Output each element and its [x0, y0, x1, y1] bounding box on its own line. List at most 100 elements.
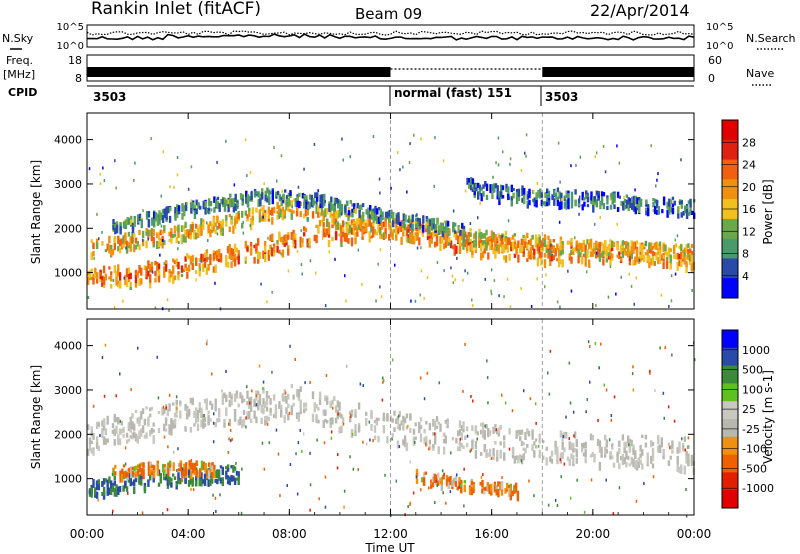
heatmap-cell	[395, 227, 398, 235]
heatmap-cell	[268, 198, 271, 205]
heatmap-cell	[432, 419, 435, 427]
heatmap-cell	[538, 433, 541, 439]
heatmap-cell	[114, 223, 117, 228]
heatmap-cell	[379, 285, 381, 289]
heatmap-cell	[635, 276, 637, 280]
heatmap-cell	[112, 470, 115, 477]
heatmap-cell	[343, 489, 346, 493]
heatmap-cell	[357, 224, 361, 230]
heatmap-cell	[357, 217, 361, 223]
heatmap-cell	[266, 187, 269, 194]
heatmap-cell	[334, 217, 338, 223]
heatmap-cell	[460, 242, 463, 247]
heatmap-cell	[582, 452, 586, 457]
sky-noise-trace	[86, 33, 695, 41]
heatmap-cell	[292, 394, 295, 400]
heatmap-cell	[249, 396, 253, 405]
heatmap-cell	[129, 416, 132, 421]
heatmap-cell	[515, 195, 519, 205]
heatmap-cell	[131, 413, 134, 419]
heatmap-cell	[225, 139, 227, 143]
heatmap-cell	[212, 217, 216, 227]
heatmap-cell	[667, 206, 669, 210]
heatmap-cell	[594, 342, 597, 345]
heatmap-cell	[689, 198, 692, 208]
heatmap-cell	[249, 418, 253, 423]
heatmap-cell	[112, 509, 114, 513]
heatmap-cell	[561, 249, 564, 255]
heatmap-cell	[676, 464, 679, 472]
heatmap-cell	[113, 488, 116, 497]
heatmap-cell	[595, 240, 598, 248]
heatmap-cell	[87, 448, 90, 456]
heatmap-cell	[115, 224, 119, 234]
heatmap-cell	[115, 484, 118, 489]
colorbar-swatch	[722, 330, 738, 349]
heatmap-cell	[192, 463, 195, 469]
heatmap-cell	[538, 435, 541, 444]
heatmap-cell	[384, 473, 386, 477]
heatmap-cell	[442, 439, 446, 444]
heatmap-cell	[232, 225, 235, 234]
heatmap-cell	[522, 442, 525, 446]
heatmap-cell	[674, 238, 677, 242]
heatmap-cell	[420, 137, 422, 141]
heatmap-cell	[471, 242, 474, 251]
heatmap-cell	[202, 424, 205, 429]
heatmap-cell	[439, 423, 442, 432]
heatmap-cell	[497, 163, 500, 167]
heatmap-cell	[632, 199, 636, 208]
heatmap-cell	[328, 201, 331, 206]
heatmap-cell	[213, 412, 215, 416]
heatmap-cell	[418, 224, 421, 230]
heatmap-cell	[232, 197, 236, 207]
heatmap-cell	[97, 422, 100, 427]
heatmap-cell	[543, 240, 547, 247]
heatmap-cell	[161, 235, 164, 241]
heatmap-cell	[367, 213, 370, 219]
heatmap-cell	[163, 470, 166, 477]
colorbar-swatch	[722, 365, 738, 384]
colorbar-tick-label: -25	[742, 423, 760, 436]
heatmap-cell	[568, 458, 571, 465]
heatmap-cell	[481, 488, 484, 494]
freq-panel: Freq. [MHz] 18 8 60 0 Nave	[3, 54, 774, 86]
heatmap-cell	[216, 418, 219, 423]
heatmap-cell	[688, 248, 692, 257]
heatmap-cell	[337, 412, 339, 416]
heatmap-cell	[340, 225, 343, 234]
heatmap-cell	[428, 238, 432, 244]
heatmap-cell	[579, 242, 582, 251]
heatmap-cell	[145, 228, 148, 234]
heatmap-cell	[227, 199, 230, 209]
heatmap-cell	[490, 292, 493, 296]
heatmap-cell	[535, 196, 538, 202]
heatmap-cell	[595, 254, 598, 259]
heatmap-cell	[177, 468, 181, 472]
heatmap-cell	[389, 222, 393, 227]
heatmap-cell	[559, 242, 563, 249]
heatmap-cell	[569, 401, 572, 405]
heatmap-cell	[412, 235, 416, 244]
heatmap-cell	[513, 253, 517, 258]
heatmap-cell	[630, 284, 633, 288]
heatmap-cell	[558, 220, 561, 224]
heatmap-cell	[333, 396, 336, 401]
heatmap-cell	[442, 159, 445, 163]
y-tick-label: 1000	[54, 267, 82, 280]
heatmap-cell	[502, 150, 504, 154]
heatmap-cell	[527, 204, 529, 208]
heatmap-cell	[356, 203, 359, 209]
heatmap-cell	[233, 393, 237, 402]
heatmap-cell	[108, 235, 111, 244]
heatmap-cell	[542, 241, 545, 247]
heatmap-cell	[117, 434, 120, 441]
heatmap-cell	[170, 231, 173, 239]
heatmap-cell	[327, 239, 331, 248]
colorbar-swatch	[722, 159, 738, 180]
heatmap-cell	[326, 218, 329, 225]
heatmap-cell	[151, 270, 154, 274]
heatmap-cell	[287, 192, 290, 197]
heatmap-cell	[454, 222, 457, 227]
colorbar-swatch	[722, 139, 738, 161]
